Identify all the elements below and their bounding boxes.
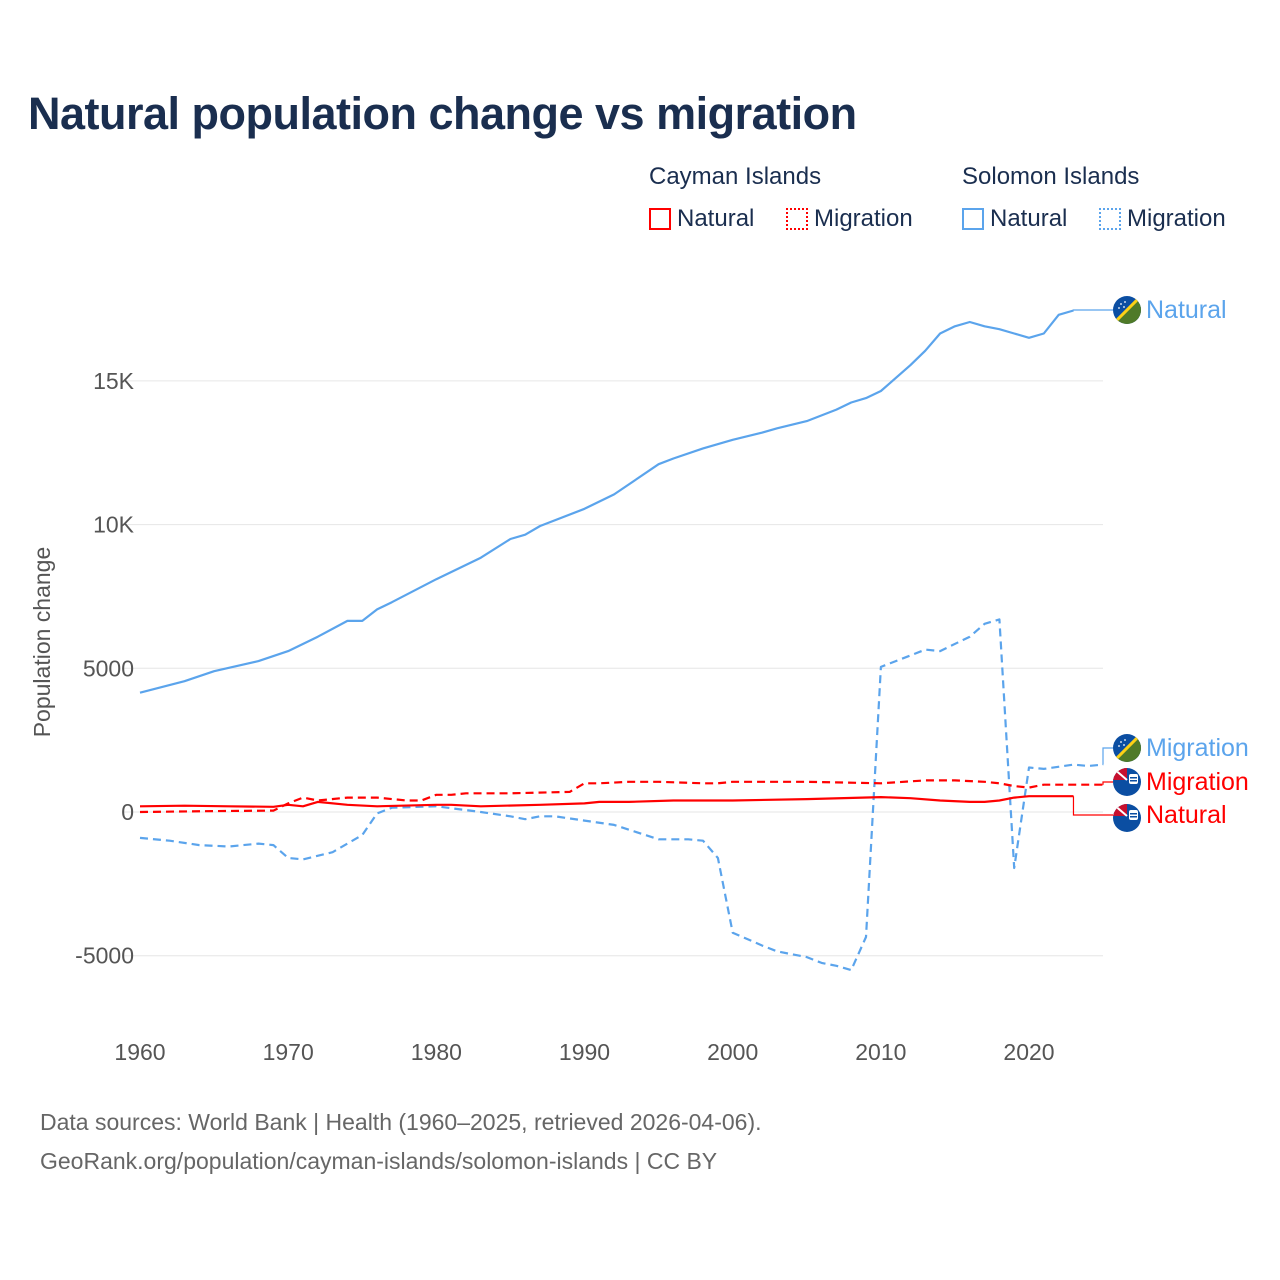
series-line-cayman-islands-natural[interactable] (139, 795, 1074, 808)
y-tick-label: 10K (93, 512, 135, 538)
legend-solomon-natural[interactable]: Natural (962, 205, 1067, 233)
x-tick-label: 1960 (114, 1039, 165, 1065)
x-tick-label: 1990 (559, 1039, 610, 1065)
footer-sources: Data sources: World Bank | Health (1960–… (40, 1109, 762, 1135)
legend-swatch (786, 208, 808, 230)
solomon-islands-flag-icon (1113, 296, 1141, 324)
x-tick-label: 2000 (707, 1039, 758, 1065)
series-line-solomon-islands-natural[interactable] (139, 309, 1074, 694)
series-end-label: Natural (1146, 801, 1227, 829)
cayman-islands-flag-icon (1113, 804, 1141, 832)
legend-swatch (649, 208, 671, 230)
y-tick-label: 5000 (83, 655, 134, 681)
chart-title: Natural population change vs migration (28, 88, 857, 139)
legend-group-solomon: Solomon Islands (962, 163, 1140, 190)
series-end-label: Migration (1146, 734, 1249, 762)
x-tick-label: 1970 (263, 1039, 314, 1065)
legend-swatch (1099, 208, 1121, 230)
series-end-label: Migration (1146, 768, 1249, 796)
legend-label: Natural (990, 205, 1068, 232)
solomon-islands-flag-icon (1113, 734, 1141, 762)
legend-swatch (962, 208, 984, 230)
y-tick-label: 15K (93, 368, 135, 394)
legend-cayman-migration[interactable]: Migration (786, 205, 913, 233)
label-connector (1102, 747, 1113, 766)
x-tick-label: 1980 (411, 1039, 462, 1065)
label-connector (1072, 796, 1113, 816)
cayman-islands-flag-icon (1113, 768, 1141, 796)
label-connector (1102, 781, 1113, 786)
legend-label: Migration (814, 205, 913, 232)
legend-label: Migration (1127, 205, 1226, 232)
x-tick-label: 2020 (1003, 1039, 1054, 1065)
y-tick-label: 0 (121, 799, 134, 825)
series-end-label: Natural (1146, 296, 1227, 324)
x-tick-label: 2010 (855, 1039, 906, 1065)
series-line-solomon-islands-migration[interactable] (139, 618, 1104, 972)
footer-link[interactable]: GeoRank.org/population/cayman-islands/so… (40, 1148, 718, 1174)
legend-label: Natural (677, 205, 755, 232)
y-tick-label: -5000 (75, 943, 134, 969)
legend-solomon-migration[interactable]: Migration (1099, 205, 1226, 233)
legend-cayman-natural[interactable]: Natural (649, 205, 754, 233)
y-axis-label: Population change (29, 547, 55, 738)
legend-group-cayman: Cayman Islands (649, 163, 822, 190)
series-line-cayman-islands-migration[interactable] (139, 779, 1104, 814)
